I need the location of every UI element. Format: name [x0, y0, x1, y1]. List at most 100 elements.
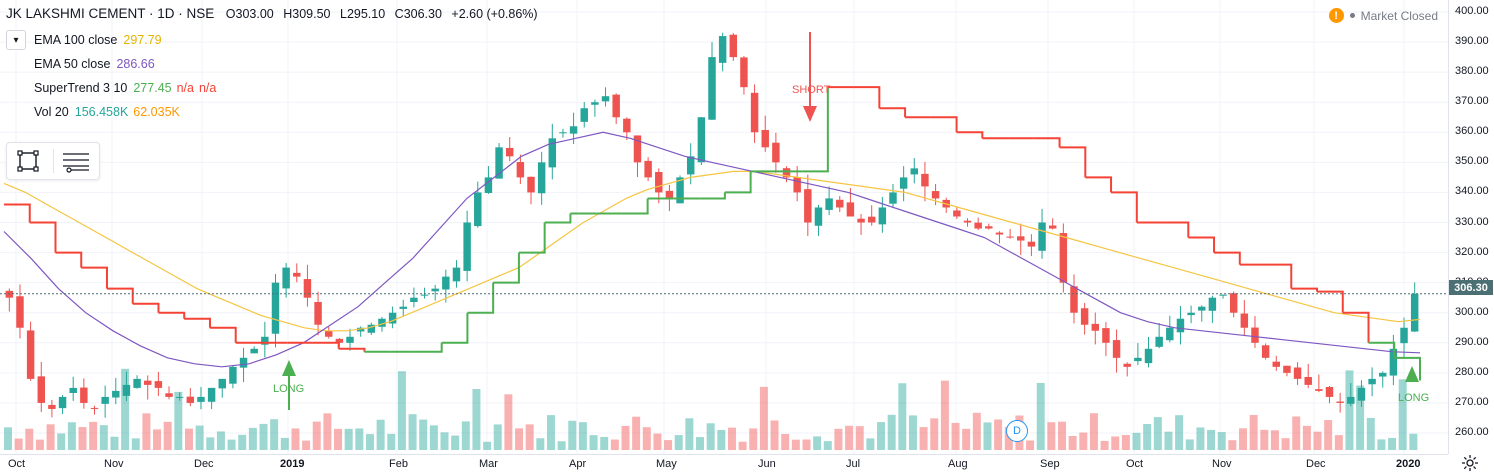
- supertrend-segment: [1162, 221, 1190, 238]
- time-tick-label: 2019: [280, 458, 305, 470]
- volume-bar: [1089, 413, 1098, 450]
- volume-bar: [994, 419, 1003, 450]
- candle-body: [921, 173, 929, 187]
- object-tree-icon[interactable]: [61, 149, 91, 173]
- candle-body: [399, 306, 407, 309]
- supertrend-segment: [4, 203, 31, 223]
- candle-body: [505, 147, 514, 157]
- change-value: +2.60 (+0.86%): [451, 7, 538, 21]
- volume-bar: [546, 415, 555, 450]
- volume-bar: [259, 423, 268, 450]
- volume-bar: [419, 419, 428, 450]
- volume-bar: [1068, 435, 1077, 450]
- volume-bar: [1398, 379, 1407, 450]
- volume-bar: [1164, 431, 1173, 450]
- supertrend-segment: [467, 282, 495, 314]
- candle-body: [569, 126, 578, 134]
- volume-bar: [504, 394, 513, 450]
- supertrend-segment: [879, 107, 907, 118]
- price-tick-label: 330.00: [1455, 215, 1489, 228]
- volume-bar: [1185, 439, 1194, 450]
- candle-body: [431, 288, 439, 292]
- volume-bar: [813, 436, 822, 450]
- volume-bar: [557, 441, 566, 450]
- candle-body: [1048, 225, 1057, 229]
- candle-body: [1325, 386, 1334, 397]
- candle-body: [388, 312, 397, 324]
- long-arrow-icon: [1405, 366, 1419, 382]
- candle-body: [1080, 308, 1089, 325]
- volume-bar: [461, 421, 470, 450]
- indicator-supertrend[interactable]: SuperTrend 3 10 277.45 n/a n/a: [34, 81, 216, 95]
- market-status[interactable]: ! Market Closed: [1328, 8, 1438, 23]
- indicator-ema100[interactable]: EMA 100 close 297.79: [34, 33, 162, 47]
- supertrend-segment: [1368, 341, 1396, 358]
- indicator-name: EMA 50 close: [34, 57, 111, 71]
- volume-bar: [727, 427, 736, 450]
- volume-bar: [429, 425, 438, 450]
- last-price-tag: 306.30: [1449, 280, 1493, 295]
- legend-collapse-button[interactable]: ▾: [6, 30, 26, 50]
- candle-body: [782, 168, 791, 178]
- volume-bar: [1324, 420, 1333, 450]
- volume-bar: [823, 441, 832, 450]
- price-axis[interactable]: [1448, 0, 1494, 454]
- gear-icon[interactable]: [1460, 453, 1480, 473]
- symbol-title[interactable]: JK LAKSHMI CEMENT · 1D · NSE: [6, 6, 215, 21]
- indicator-value-2: 62.035K: [133, 105, 180, 119]
- time-tick-label: Aug: [948, 458, 968, 470]
- candle-body: [112, 390, 120, 398]
- supertrend-segment: [184, 317, 211, 328]
- supertrend-segment: [802, 87, 829, 173]
- candle-body: [846, 202, 855, 217]
- dividend-marker[interactable]: D: [1006, 420, 1028, 442]
- time-axis[interactable]: [0, 454, 1448, 475]
- indicator-volume[interactable]: Vol 20 156.458K 62.035K: [34, 105, 180, 119]
- volume-bar: [1207, 429, 1216, 450]
- volume-bar: [163, 421, 172, 450]
- volume-bar: [195, 425, 204, 450]
- volume-bar: [89, 421, 98, 450]
- indicator-value: 156.458K: [74, 105, 129, 119]
- price-tick-label: 400.00: [1455, 5, 1489, 17]
- volume-bar: [1100, 440, 1109, 450]
- candle-body: [708, 57, 716, 120]
- select-rectangle-icon[interactable]: [15, 149, 41, 173]
- candle-body: [1166, 327, 1174, 341]
- candle-body: [804, 189, 812, 223]
- candle-body: [1208, 297, 1217, 311]
- supertrend-segment: [1188, 236, 1216, 253]
- volume-bar: [568, 420, 577, 450]
- indicator-ema50[interactable]: EMA 50 close 286.66: [34, 57, 155, 71]
- time-tick-label: Nov: [104, 458, 124, 470]
- volume-bar: [248, 427, 257, 450]
- candle-body: [537, 162, 546, 194]
- volume-bar: [14, 438, 23, 450]
- supertrend-segment: [106, 287, 134, 304]
- candle-body: [282, 267, 290, 289]
- long-arrow-icon: [282, 360, 296, 376]
- candle-body: [1091, 323, 1100, 331]
- time-tick-label: Nov: [1212, 458, 1232, 470]
- volume-bar: [1270, 430, 1279, 450]
- candle-body: [218, 378, 226, 389]
- candle-body: [1123, 363, 1131, 367]
- candle-body: [410, 297, 418, 303]
- candle-body: [1027, 241, 1036, 247]
- volume-bar: [493, 424, 502, 450]
- price-tick-label: 390.00: [1455, 35, 1489, 48]
- candle-body: [559, 132, 567, 134]
- candle-body: [899, 177, 908, 189]
- candle-body: [729, 34, 738, 58]
- volume-bar: [35, 439, 44, 450]
- volume-bar: [121, 368, 130, 450]
- chart-legend: JK LAKSHMI CEMENT · 1D · NSE O303.00 H30…: [6, 6, 544, 30]
- candle-body: [1293, 367, 1302, 379]
- price-chart[interactable]: [0, 0, 1448, 454]
- volume-bar: [1026, 440, 1035, 450]
- supertrend-segment: [1059, 146, 1087, 178]
- long-signal-label: LONG: [1398, 392, 1430, 404]
- candle-body: [144, 380, 152, 385]
- supertrend-segment: [544, 213, 572, 224]
- volume-bar: [1388, 437, 1397, 450]
